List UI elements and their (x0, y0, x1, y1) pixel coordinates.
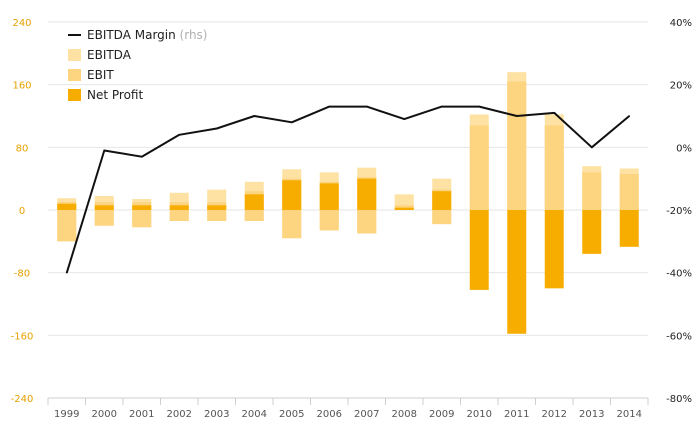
net-profit-bar-2000-positive (94, 205, 114, 210)
net-profit-bar-2003-positive (207, 205, 227, 210)
ebit-bar-2002-negative (169, 210, 189, 221)
y-left-tick-label-4: -80 (14, 269, 30, 280)
y-right-tick-label-1: 20% (670, 81, 692, 92)
x-tick-label-2006: 2006 (317, 409, 342, 420)
y-right-tick-label-2: 0% (676, 143, 692, 154)
ebitda-margin-point-2012 (553, 112, 556, 114)
legend-label-ebit: EBIT (87, 68, 114, 82)
ebitda-margin-line (65, 105, 630, 273)
y-right-tick-label-0: 40% (670, 18, 692, 29)
net-profit-bar-1999-positive (57, 203, 77, 210)
x-tick-label-2004: 2004 (242, 409, 267, 420)
net-profit-bar-2014-negative (619, 210, 639, 247)
ebitda-margin-point-2006 (328, 105, 331, 108)
ebit-bar-1999-negative (57, 210, 77, 242)
net-profit-bar-2010-negative (469, 210, 489, 290)
ebitda-margin-point-2005 (290, 121, 293, 124)
net-profit-bar-2012-negative (544, 210, 564, 289)
ebitda-margin-point-2008 (403, 118, 406, 120)
y-left-tick-label-3: 0 (19, 206, 25, 217)
ebitda-margin-point-2002 (178, 134, 181, 136)
ebitda-margin-point-2001 (140, 155, 143, 158)
x-tick-label-2013: 2013 (579, 409, 604, 420)
net-profit-bar-2011-negative (507, 210, 527, 334)
x-tick-label-2001: 2001 (129, 409, 154, 420)
y-left-tick-label-6: -240 (11, 394, 34, 405)
ebitda-margin-point-2013 (590, 146, 593, 149)
ebit-bar-2000-negative (94, 210, 114, 226)
ebit-bar-2007-negative (357, 210, 377, 234)
y-left-tick-label-2: 80 (16, 143, 29, 154)
y-left-tick-label-0: 240 (12, 18, 31, 29)
x-tick-label-2008: 2008 (392, 409, 417, 420)
x-tick-label-2012: 2012 (542, 409, 567, 420)
ebit-bar-2003-negative (207, 210, 227, 221)
net-profit-bar-2008-positive (394, 207, 414, 210)
legend-label-rhs-note: (rhs) (180, 28, 208, 42)
axes: 1999 2000 2001 2002 2003 2004 2005 2006 2007 2008… (11, 18, 692, 420)
x-tick-label-2005: 2005 (279, 409, 304, 420)
y-right-tick-label-4: -40% (666, 269, 692, 280)
y-right-tick-label-5: -60% (666, 331, 692, 342)
ebit-bar-2004-negative (244, 210, 264, 221)
net-profit-bar-2013-negative (582, 210, 602, 254)
ebit-bar-2009-negative (432, 210, 452, 225)
x-tick-label-2003: 2003 (204, 409, 229, 420)
y-right-tick-label-3: -20% (666, 206, 692, 217)
legend-label-net-profit: Net Profit (87, 88, 143, 102)
ebitda-margin-point-1999 (65, 271, 68, 274)
net-profit-bar-2002-positive (169, 205, 189, 210)
x-tick-label-2010: 2010 (467, 409, 492, 420)
x-tick-label-2009: 2009 (429, 409, 454, 420)
net-profit-bar-2001-positive (132, 205, 152, 210)
ebitda-margin-point-2009 (440, 105, 443, 108)
x-tick-label-2007: 2007 (354, 409, 379, 420)
ebit-bar-2012-positive (544, 125, 564, 210)
ebit-bar-2006-negative (319, 210, 339, 231)
x-tick-label-1999: 1999 (54, 409, 79, 420)
x-tick-label-2014: 2014 (617, 409, 642, 420)
legend-label-ebitda-margin: EBITDA Margin (rhs) (87, 28, 208, 42)
ebitda-margin-point-2000 (103, 149, 106, 152)
ebitda-margin-point-2004 (253, 115, 256, 117)
ebit-bar-2013-positive (582, 172, 602, 210)
ebitda-margin-point-2010 (478, 105, 481, 108)
net-profit-bar-2004-positive (244, 194, 264, 210)
legend-swatch-ebit (68, 69, 81, 81)
legend-label-ebitda: EBITDA (87, 48, 132, 62)
ebitda-margin-point-2003 (215, 127, 218, 130)
ebitda-margin-point-2007 (365, 105, 368, 108)
ebit-bar-2005-negative (282, 210, 302, 239)
y-left-tick-label-5: -160 (11, 331, 34, 342)
net-profit-bar-2009-positive (432, 191, 452, 210)
ebitda-margin-line-group (65, 105, 631, 274)
x-tick-label-2000: 2000 (92, 409, 117, 420)
ebit-bar-2010-positive (469, 125, 489, 210)
legend-swatch-net-profit (68, 89, 81, 101)
ebit-bar-2014-positive (619, 173, 639, 210)
net-profit-bar-2007-positive (357, 178, 377, 210)
ebit-bar-2001-negative (132, 210, 152, 228)
x-tick-label-2011: 2011 (504, 409, 529, 420)
ebit-bar-2011-positive (507, 81, 527, 211)
ebitda-margin-point-2011 (515, 115, 518, 117)
ebitda-margin-point-2014 (628, 115, 631, 117)
legend-swatch-ebitda (68, 49, 81, 61)
y-right-tick-label-6: -80% (666, 394, 692, 405)
x-tick-label-2002: 2002 (167, 409, 192, 420)
net-profit-bar-2006-positive (319, 183, 339, 210)
legend: EBITDA Margin (rhs) EBITDA EBIT Net Profit (68, 28, 208, 102)
y-left-tick-label-1: 160 (12, 81, 31, 92)
bars (57, 72, 639, 334)
net-profit-bar-2005-positive (282, 180, 302, 210)
